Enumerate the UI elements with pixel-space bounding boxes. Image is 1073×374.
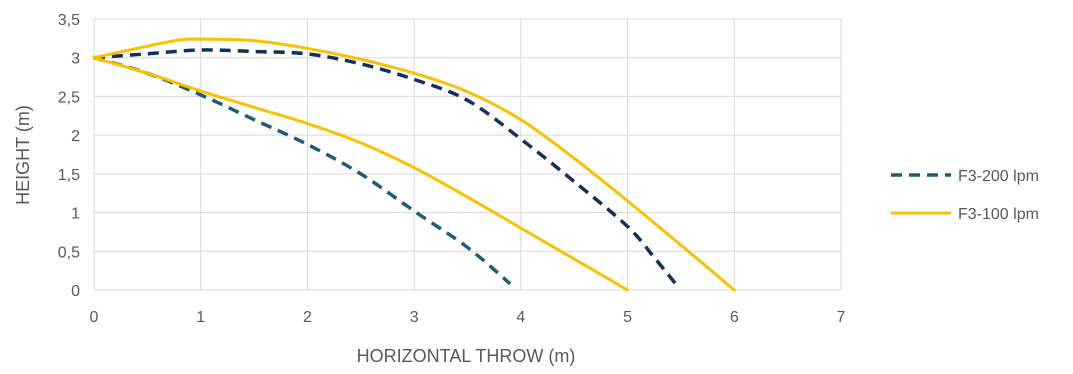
series-line xyxy=(93,56,512,286)
y-tick-label: 2 xyxy=(71,128,80,145)
y-tick-label: 3 xyxy=(71,51,80,68)
x-tick-label: 7 xyxy=(837,309,846,326)
x-tick-label: 1 xyxy=(196,309,205,326)
y-tick-label: 3,5 xyxy=(58,12,80,29)
legend-label: F3-200 lpm xyxy=(958,168,1039,185)
legend: F3-200 lpm F3-100 lpm xyxy=(891,168,1039,223)
series-line xyxy=(92,56,630,292)
x-tick-label: 2 xyxy=(303,309,312,326)
x-axis-title: HORIZONTAL THROW (m) xyxy=(357,346,576,366)
y-axis-title: HEIGHT (m) xyxy=(13,105,33,205)
series-line xyxy=(93,48,677,285)
x-tick-label: 4 xyxy=(516,309,525,326)
x-tick-label: 6 xyxy=(730,309,739,326)
legend-label: F3-100 lpm xyxy=(958,206,1039,223)
x-tick-label: 3 xyxy=(410,309,419,326)
y-tick-label: 0,5 xyxy=(58,244,80,261)
x-axis-ticks: 0 1 2 3 4 5 6 7 xyxy=(90,309,846,326)
y-tick-label: 2,5 xyxy=(58,89,80,106)
y-tick-label: 1,5 xyxy=(58,167,80,184)
y-tick-label: 0 xyxy=(71,283,80,300)
y-axis-ticks: 0 0,5 1 1,5 2 2,5 3 3,5 xyxy=(58,12,80,300)
x-tick-label: 0 xyxy=(90,309,99,326)
series-lines xyxy=(92,37,736,292)
x-tick-label: 5 xyxy=(623,309,632,326)
y-tick-label: 1 xyxy=(71,206,80,223)
series-line xyxy=(92,37,736,292)
